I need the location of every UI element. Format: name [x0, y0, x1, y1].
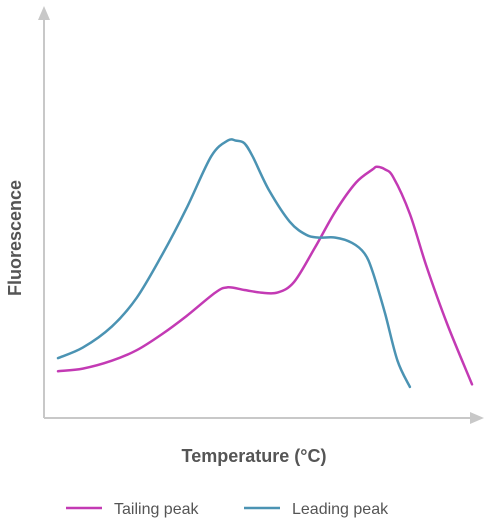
legend: Tailing peak Leading peak [66, 501, 389, 518]
y-axis-label: Fluorescence [5, 180, 25, 296]
legend-label-tailing-peak: Tailing peak [114, 501, 200, 518]
x-axis-arrow [470, 412, 484, 424]
series-layer [56, 138, 474, 389]
x-axis-label: Temperature (°C) [182, 446, 327, 466]
y-axis-arrow [38, 6, 50, 20]
axes [38, 6, 484, 424]
series-line-leading-peak [56, 138, 412, 389]
series-line-tailing-peak [56, 165, 474, 386]
legend-label-leading-peak: Leading peak [292, 501, 389, 518]
